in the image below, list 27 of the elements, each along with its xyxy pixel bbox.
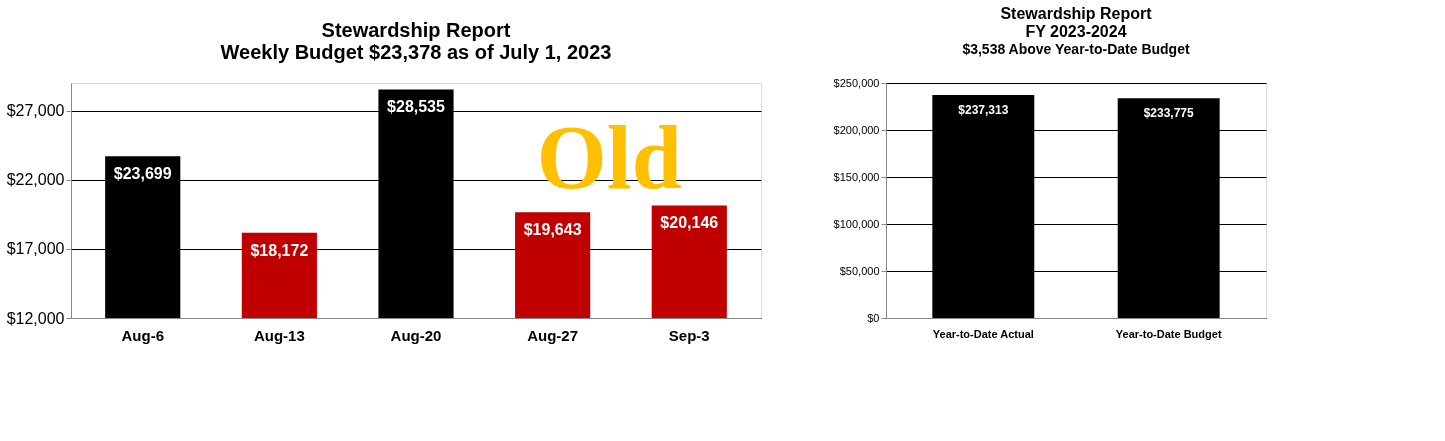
y-tick-label: $150,000 [833, 170, 880, 183]
data-label: $23,699 [113, 165, 172, 183]
y-tick-label: $22,000 [6, 171, 65, 189]
y-tick-label: $27,000 [6, 102, 65, 120]
data-label: $237,313 [958, 102, 1009, 117]
y-tick-label: $250,000 [833, 76, 880, 89]
y-tick-label: $50,000 [839, 264, 880, 277]
data-label: $20,146 [660, 214, 719, 232]
x-tick-label: Year-to-Date Actual [932, 327, 1034, 340]
data-label: $19,643 [523, 221, 582, 239]
y-tick-label: $0 [867, 311, 880, 324]
x-tick-label: Sep-3 [668, 326, 710, 344]
y-tick-label: $12,000 [6, 309, 65, 327]
chart-title: Stewardship Report Weekly Budget $23,378 as of July 1, 2023 [220, 19, 612, 63]
data-label: $28,535 [387, 98, 446, 116]
x-tick-label: Aug-20 [390, 326, 442, 344]
x-tick-label: Year-to-Date Budget [1115, 327, 1222, 340]
x-tick-label: Aug-6 [121, 326, 164, 344]
y-tick-label: $100,000 [833, 217, 880, 230]
chart-subtitle: $3,538 Above Year-to-Date Budget [962, 41, 1190, 57]
data-label: $18,172 [250, 241, 309, 259]
chart-title: Stewardship Report FY 2023-2024 [1000, 5, 1153, 40]
x-tick-label: Aug-13 [253, 326, 305, 344]
y-tick-label: $17,000 [6, 240, 65, 258]
data-label: $233,775 [1143, 106, 1195, 121]
y-tick-label: $200,000 [833, 123, 880, 136]
x-tick-label: Aug-27 [527, 326, 579, 344]
